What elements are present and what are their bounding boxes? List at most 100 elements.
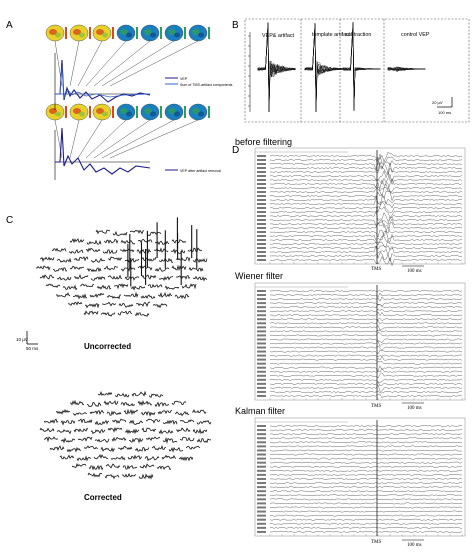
scale-label-amplitude: 20 µV [432,100,443,105]
eeg-channel [269,506,463,509]
topomap [69,24,91,42]
eeg-channel [270,530,463,533]
channel-trace [72,412,88,416]
eeg-channel [269,384,463,392]
trial-trace [342,28,381,107]
eeg-channel [269,522,463,525]
channel-trace [86,239,102,245]
channel-trace [94,419,110,425]
eeg-channel [269,210,463,222]
panel-b-traces [257,22,426,112]
tms-label-3: TMS [371,540,382,545]
eeg-channel [269,221,463,234]
channel-trace [62,284,78,291]
channel-trace [69,238,85,244]
channel-trace [67,301,83,306]
channel-trace [137,265,153,271]
channel-trace [89,292,105,299]
channel-trace [146,231,162,236]
channel-trace [178,456,194,462]
channel-trace [147,283,163,288]
column-label-template-artifact: template artifact [312,32,351,38]
channel-trace [158,257,174,263]
eeg-channel [269,256,463,267]
scale-label-c-time: 50 ms [26,346,39,351]
channel-trace [114,282,129,290]
channel-trace [148,393,164,399]
channel-trace [151,444,166,451]
eeg-channel [269,340,463,347]
topomap [140,103,162,121]
channel-trace [134,447,150,452]
title-before-filtering: before filtering [235,137,292,147]
channel-trace [87,472,103,478]
eeg-channel [269,201,463,213]
scale-time-1: 100 ms [407,269,422,274]
channel-trace [171,264,187,272]
channel-trace [120,402,136,407]
channel-trace [171,239,187,244]
channel-trace [141,274,157,280]
eeg-channel [269,178,463,191]
channel-trace [154,401,170,408]
channel-trace [187,247,203,253]
eeg-channel [269,518,463,521]
channel-trace [107,274,123,280]
channel-trace [128,437,144,444]
eeg-channel [269,173,463,186]
eeg-channel [269,350,463,355]
channel-trace [100,311,116,317]
channel-trace [137,238,153,244]
eeg-channel [269,482,463,484]
channel-trace [130,285,146,291]
channel-trace [145,436,161,441]
channel-trace [176,427,191,433]
channel-trace [154,267,170,272]
eeg-channel [270,245,463,250]
eeg-channel [269,206,463,219]
channel-trace [68,249,84,254]
channel-trace [107,426,123,433]
eeg-channel [269,372,462,379]
legend-text-vep-after: VEP after artifact removal [180,169,221,173]
channel-trace [124,257,140,263]
channel-trace [95,229,111,235]
topomap [116,103,138,121]
eeg-channel [269,526,463,529]
channel-trace [185,445,201,450]
eeg-channel [269,457,463,460]
eeg-channel [269,292,463,298]
eeg-channel [269,290,463,293]
topomap [45,24,67,42]
eeg-channel [269,195,463,206]
channel-trace [103,238,119,245]
channel-trace [90,428,106,435]
channel-trace [140,411,156,417]
channel-trace [90,276,106,281]
trial-trace [342,27,381,108]
eeg-channel [269,296,463,302]
topomap [164,24,186,42]
eeg-channel [270,166,463,176]
channel-trace [55,292,71,298]
channel-trace [196,438,212,444]
panel-a-bottom-plot: VEP after artifact removal [54,119,221,180]
channel-trace [123,291,139,298]
eeg-channel [269,449,463,452]
channel-trace [107,256,123,261]
vep-after-removal-trace [55,127,151,175]
eeg-channel [269,474,462,476]
eeg-channel [269,378,463,383]
eeg-channel [269,429,462,431]
channel-trace [162,437,178,444]
channel-trace [39,274,55,280]
channel-trace [43,418,59,424]
channel-trace [181,283,197,290]
tms-label-2: TMS [371,404,382,409]
channel-trace [175,256,191,262]
channel-trace [158,275,174,281]
eeg-channel [269,368,463,373]
trial-trace [304,22,343,111]
channel-trace [164,285,180,290]
